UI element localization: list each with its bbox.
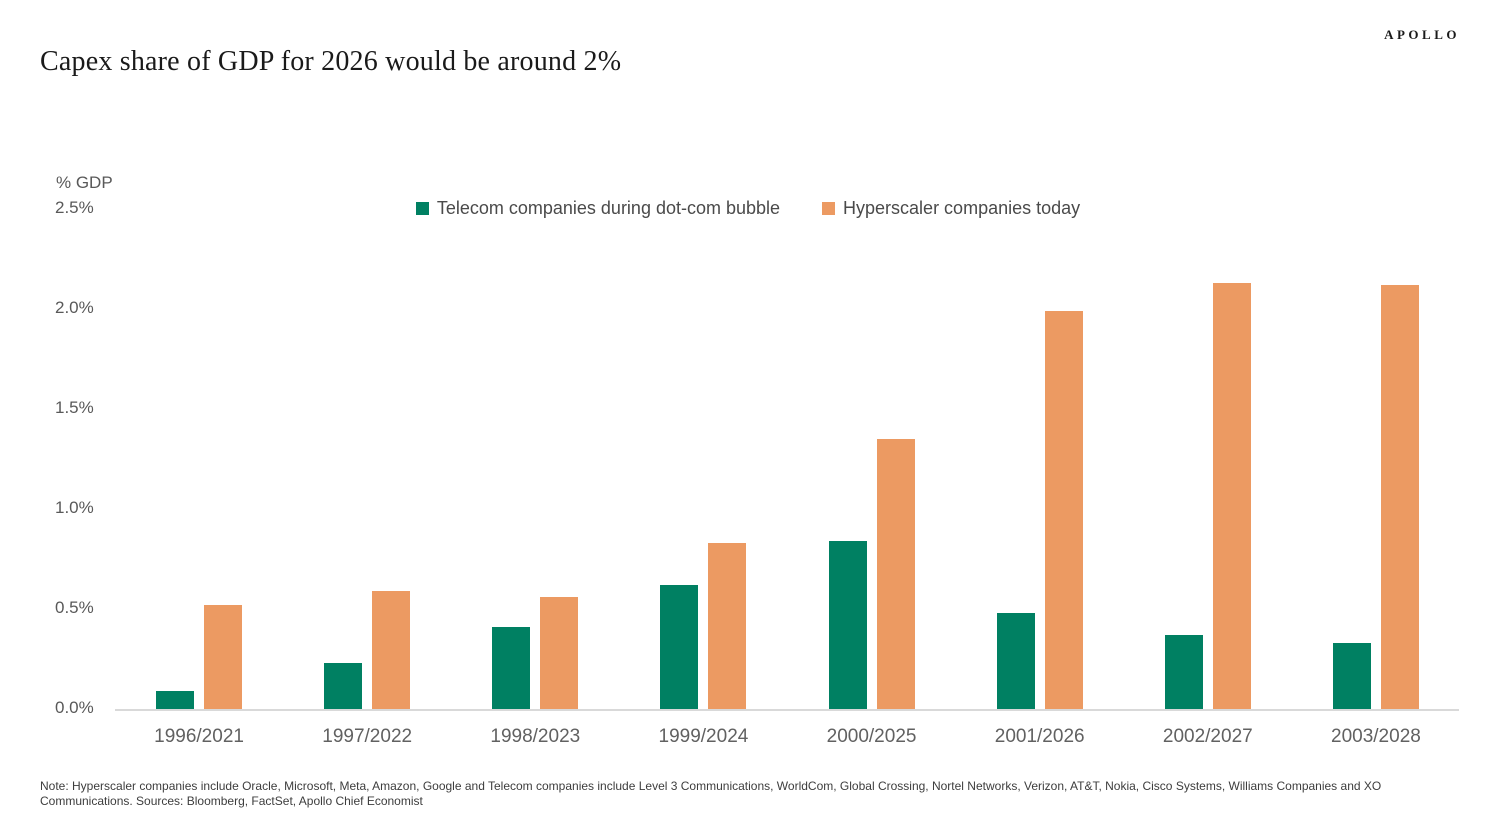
- page-title: Capex share of GDP for 2026 would be aro…: [40, 46, 622, 77]
- y-tick-label: 0.0%: [55, 698, 94, 717]
- legend-label-telecom: Telecom companies during dot-com bubble: [436, 198, 781, 218]
- bar-hyperscaler-1998/2023: [540, 597, 579, 709]
- legend-item-telecom: Telecom companies during dot-com bubble: [415, 198, 781, 219]
- legend-item-hyperscaler: Hyperscaler companies today: [822, 198, 1080, 219]
- x-tick-label-1999/2024: 1999/2024: [658, 726, 749, 747]
- bar-telecom-2000/2025: [828, 541, 867, 709]
- bar-group-1999/2024: [619, 209, 787, 709]
- y-tick-label: 1.5%: [55, 398, 94, 417]
- x-tick-label-2001/2026: 2001/2026: [994, 726, 1085, 747]
- x-axis-labels: 1996/2021 1997/2022 1998/2023 1999/2024 2000…: [115, 726, 1460, 748]
- bar-hyperscaler-1996/2021: [204, 605, 243, 709]
- x-tick-label-1996/2021: 1996/2021: [154, 726, 244, 747]
- bar-hyperscaler-2002/2027: [1212, 283, 1251, 709]
- bar-group-2001/2026: [956, 209, 1124, 709]
- bar-telecom-1996/2021: [156, 691, 195, 709]
- bar-telecom-2002/2027: [1164, 635, 1203, 709]
- x-tick-label-2003/2028: 2003/2028: [1331, 726, 1421, 747]
- y-tick-label: 2.5%: [55, 198, 94, 217]
- bar-group-2002/2027: [1124, 209, 1292, 709]
- bar-hyperscaler-1997/2022: [372, 591, 411, 709]
- y-tick-label: 0.5%: [55, 598, 94, 617]
- bar-group-1998/2023: [451, 209, 619, 709]
- legend-swatch-hyperscaler-icon: [822, 202, 836, 215]
- bar-group-1997/2022: [283, 209, 451, 709]
- bar-telecom-1999/2024: [660, 585, 699, 709]
- bar-hyperscaler-2001/2026: [1044, 311, 1083, 709]
- source-note-line-1: Note: Hyperscaler companies include Orac…: [40, 779, 1382, 793]
- bar-telecom-2003/2028: [1332, 643, 1371, 709]
- legend: Telecom companies during dot-com bubble …: [0, 198, 1496, 219]
- legend-swatch-telecom-icon: [415, 202, 429, 215]
- x-axis-line: [115, 709, 1459, 711]
- bar-group-2003/2028: [1292, 209, 1460, 709]
- plot-area: [115, 209, 1460, 709]
- x-tick-label-1997/2022: 1997/2022: [322, 726, 413, 747]
- x-tick-label-2000/2025: 2000/2025: [826, 726, 917, 747]
- source-note-line-2: Communications. Sources: Bloomberg, Fact…: [40, 794, 423, 808]
- legend-label-hyperscaler: Hyperscaler companies today: [843, 198, 1081, 218]
- bar-group-1996/2021: [115, 209, 283, 709]
- bar-telecom-2001/2026: [996, 613, 1035, 709]
- bar-hyperscaler-2000/2025: [876, 439, 915, 709]
- y-tick-label: 1.0%: [55, 498, 94, 517]
- y-axis-tick-labels: 0.0% 0.5% 1.0% 1.5% 2.0% 2.5%: [0, 0, 110, 823]
- y-axis-title: % GDP: [56, 173, 113, 192]
- bar-hyperscaler-2003/2028: [1380, 285, 1419, 709]
- bar-group-2000/2025: [788, 209, 956, 709]
- y-tick-label: 2.0%: [55, 298, 94, 317]
- x-tick-label-2002/2027: 2002/2027: [1162, 726, 1253, 747]
- apollo-logo: APOLLO: [1384, 27, 1460, 42]
- x-tick-label-1998/2023: 1998/2023: [490, 726, 581, 747]
- bar-telecom-1997/2022: [324, 663, 363, 709]
- source-note: Note: Hyperscaler companies include Orac…: [40, 779, 1405, 809]
- bar-telecom-1998/2023: [492, 627, 531, 709]
- bar-hyperscaler-1999/2024: [708, 543, 747, 709]
